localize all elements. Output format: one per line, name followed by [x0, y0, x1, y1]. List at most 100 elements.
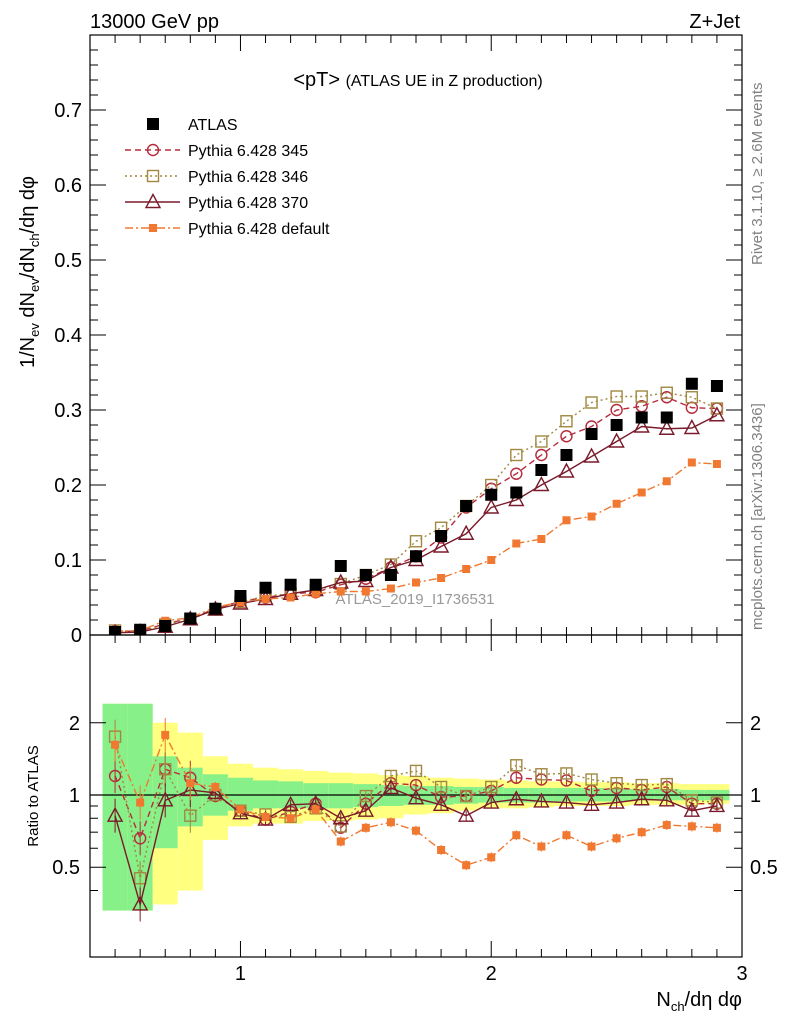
pythia-6-428-346-point [610, 390, 623, 403]
ratio-y-tick-label: 2 [69, 713, 80, 735]
pythia-6-428-346-point [635, 390, 648, 403]
pythia-6-428-default-ratio-point [637, 828, 646, 837]
legend: ATLAS Pythia 6.428 345 Pythia 6.428 346 Pyt… [125, 117, 330, 238]
header-right: Z+Jet [689, 11, 740, 33]
atlas-point [334, 560, 347, 572]
pythia-6-428-345-point [610, 403, 623, 417]
pythia-6-428-346-point [585, 396, 598, 409]
pythia-6-428-370-ratio-point [131, 895, 149, 911]
legend-label-pythia-6-428-346: Pythia 6.428 346 [188, 169, 308, 186]
pythia-6-428-370-ratio-point [407, 789, 425, 805]
pythia-6-428-370-point [432, 537, 450, 553]
atlas-point [159, 620, 172, 632]
ratio-panel: 1 2 3 0.5 0.5 1 1 2 2 [52, 634, 778, 985]
pythia-6-428-default-point [512, 539, 521, 548]
pythia-6-428-default-ratio-point [487, 853, 496, 862]
y-tick-label: 0.3 [54, 400, 82, 422]
legend-label-pythia-6-428-345: Pythia 6.428 345 [188, 143, 308, 160]
ratio-y-tick-label: 2 [750, 713, 761, 735]
atlas-point [234, 590, 247, 602]
pythia-6-428-370-point [583, 447, 600, 463]
legend-marker-atlas [147, 118, 159, 130]
ratio-y-tick-label: 1 [69, 785, 80, 807]
pythia-6-428-default-point [587, 512, 596, 521]
pythia-6-428-370-ratio-point [533, 792, 550, 808]
pythia-6-428-default-ratio-point [562, 831, 571, 840]
pythia-6-428-default-point [537, 535, 546, 543]
pythia-6-428-default-ratio-point [437, 845, 446, 854]
ratio-bands [102, 703, 730, 911]
pythia-6-428-370-point [558, 462, 575, 478]
legend-marker-pythia-6-428-345 [146, 143, 160, 157]
legend-marker-pythia-6-428-346 [146, 169, 160, 183]
y-tick-label: 0.5 [54, 250, 82, 272]
header-left: 13000 GeV pp [90, 11, 219, 33]
pythia-6-428-346-ratio-point [535, 768, 548, 781]
pythia-6-428-346-point [560, 415, 573, 428]
pythia-6-428-default-ratio-point [236, 805, 245, 814]
pythia-6-428-346-ratio-point [409, 764, 423, 778]
pythia-6-428-370-point [457, 524, 475, 540]
pythia-6-428-346-point [685, 391, 699, 404]
pythia-6-428-370-ratio-point [633, 790, 650, 806]
pythia-6-428-default-point [687, 458, 696, 467]
pythia-6-428-346-point [660, 386, 673, 399]
pythia-6-428-346-ratio-point [610, 776, 623, 790]
pythia-6-428-370-ratio-point [558, 793, 575, 809]
atlas-point [184, 612, 197, 625]
mcplots-label: mcplots.cern.ch [arXiv:1306.3436] [749, 403, 766, 630]
pythia-6-428-346-ratio-point [585, 773, 598, 786]
pythia-6-428-default-point [487, 556, 496, 564]
atlas-point [435, 530, 448, 542]
legend-label-pythia-6-428-default: Pythia 6.428 default [188, 221, 330, 238]
pythia-6-428-346-point [710, 402, 724, 415]
atlas-point [510, 486, 523, 499]
pythia-6-428-default-ratio-point [612, 834, 621, 843]
pythia-6-428-default-ratio-point [136, 798, 145, 807]
pythia-6-428-default-point [712, 460, 721, 468]
atlas-point [535, 464, 548, 476]
legend-label-pythia-6-428-370: Pythia 6.428 370 [188, 195, 308, 212]
x-tick-label: 2 [486, 963, 497, 985]
pythia-6-428-346-ratio-point [159, 763, 172, 776]
pythia-6-428-370-ratio-point [106, 806, 124, 822]
atlas-point [610, 419, 623, 431]
pythia-6-428-346-ratio-point [459, 789, 473, 803]
pythia-6-428-370-ratio-point [708, 797, 726, 813]
y-tick-label: 0.4 [54, 325, 82, 347]
pythia-6-428-default-ratio-point [662, 820, 671, 829]
main-series [108, 377, 726, 635]
chart-title: <pT> (ATLAS UE in Z production) [293, 69, 542, 91]
pythia-6-428-default-ratio-point [186, 779, 195, 788]
pythia-6-428-370-point [508, 491, 525, 507]
pythia-6-428-370-point [708, 406, 726, 422]
atlas-point [585, 428, 598, 440]
pythia-6-428-346-ratio-point [434, 780, 448, 794]
pythia-6-428-default-ratio-point [111, 740, 120, 749]
pythia-6-428-370-point [633, 417, 650, 433]
atlas-point [410, 550, 422, 563]
x-axis-label: Nch/dη dφ [656, 989, 742, 1014]
pythia-6-428-default-ratio-point [587, 842, 596, 851]
legend-marker-pythia-6-428-default [149, 224, 157, 232]
pythia-6-428-default-point [386, 584, 395, 593]
pythia-6-428-346-ratio-point [510, 759, 523, 772]
atlas-point [485, 488, 498, 501]
pythia-6-428-370-ratio-point [332, 809, 349, 825]
pythia-6-428-370-point [533, 476, 550, 492]
atlas-point [710, 380, 723, 392]
pythia-6-428-370-ratio-point [658, 791, 675, 807]
legend-marker-pythia-6-428-370 [144, 193, 162, 209]
atlas-point [635, 411, 648, 424]
x-tick-label: 3 [736, 963, 747, 985]
pythia-6-428-370-ratio-point [583, 795, 600, 812]
y-tick-label: 0.7 [54, 100, 82, 122]
y-tick-label: 0.1 [54, 550, 82, 572]
pythia-6-428-default-ratio-point [311, 805, 320, 814]
pythia-6-428-346-point [535, 435, 548, 448]
atlas-point [384, 569, 397, 581]
atlas-point [359, 569, 372, 581]
pythia-6-428-346-ratio-point [560, 767, 573, 780]
pythia-6-428-370-point [658, 419, 675, 435]
atlas-point [560, 449, 573, 461]
